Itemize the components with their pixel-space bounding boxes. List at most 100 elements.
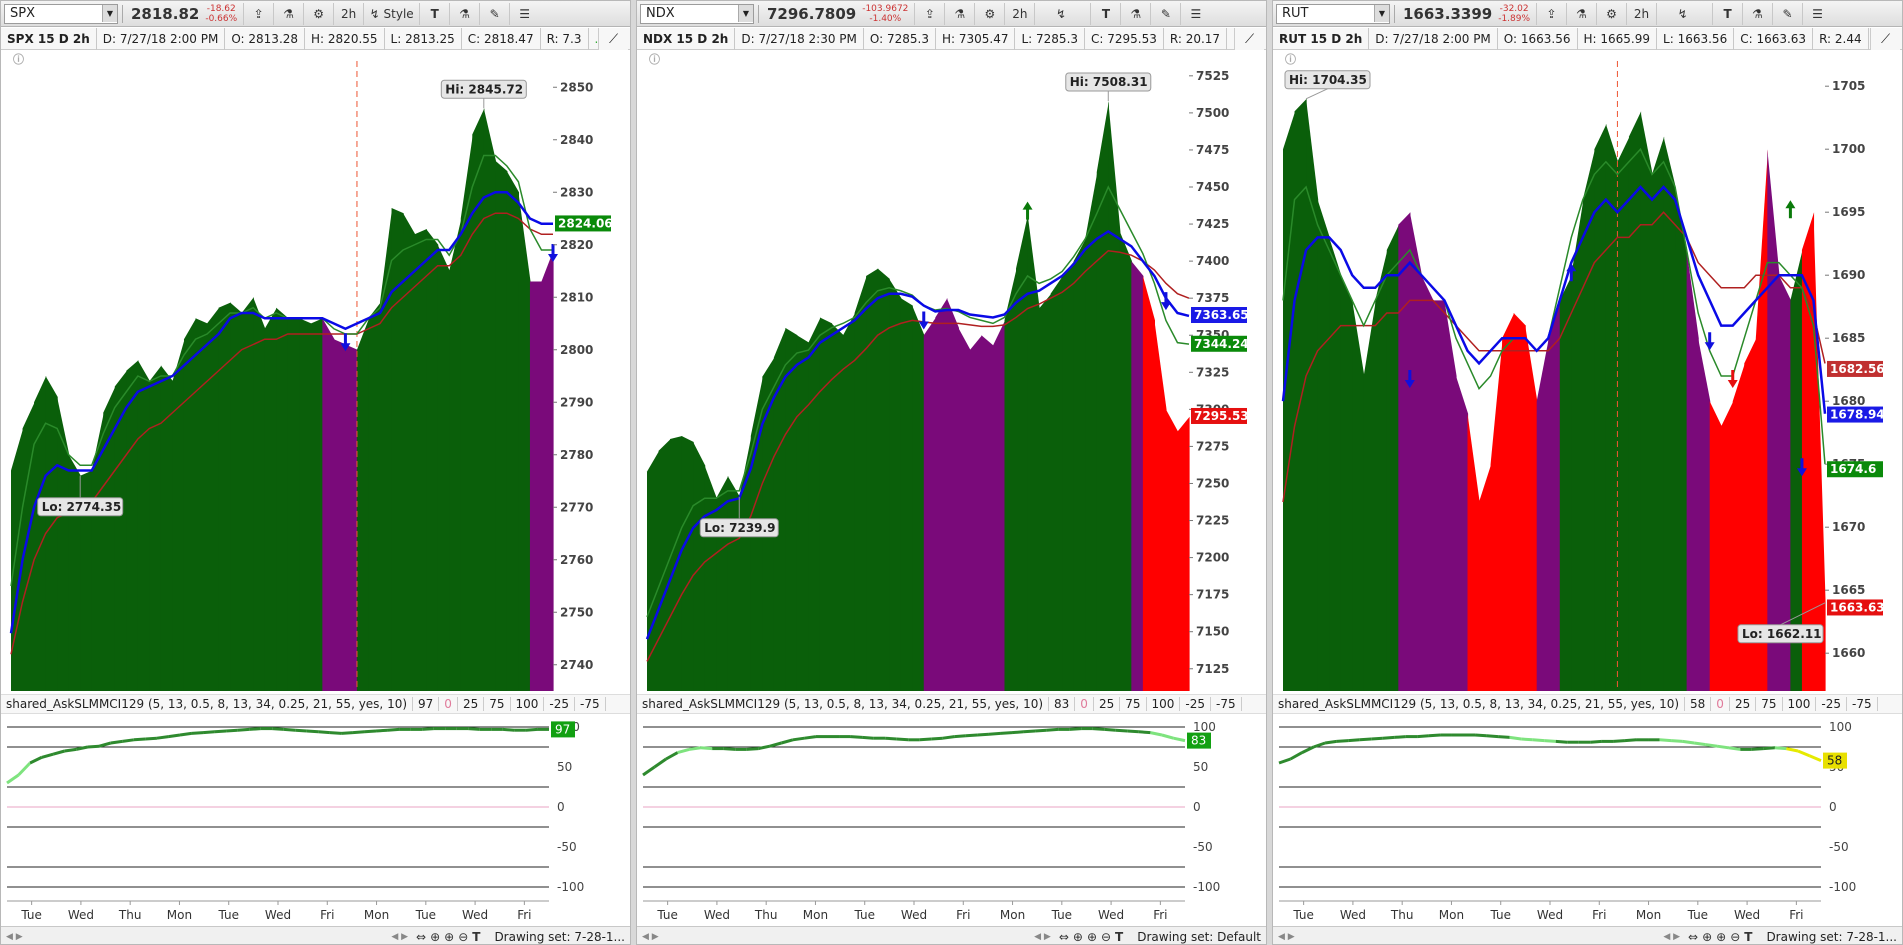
study-level: -75: [1847, 697, 1878, 711]
text-tool-icon[interactable]: T: [419, 2, 449, 25]
chevron-down-icon[interactable]: ▼: [102, 5, 117, 22]
price-tag-label: 1663.63: [1830, 600, 1885, 614]
studies-flask-icon[interactable]: ⚗: [944, 2, 974, 25]
zoom-controls[interactable]: ⇔⊕⊕⊖T: [1688, 929, 1757, 944]
y-tick-label: 2750: [560, 605, 593, 619]
menu-icon[interactable]: ☰: [1180, 2, 1210, 25]
price-chart[interactable]: 2740 2750 2760 2770 2780 2790 2800 2810 2820 2830…: [5, 51, 631, 693]
info-icon[interactable]: ⓘ: [13, 52, 24, 66]
scroll-left-icon[interactable]: ◀ ▶: [642, 931, 659, 942]
price-chart[interactable]: 7125715071757200722572507275730073257350…: [641, 51, 1267, 693]
osc-segment: [700, 746, 713, 751]
price-area-segment: [1455, 376, 1469, 691]
share-icon[interactable]: ⇪: [914, 2, 944, 25]
style-button[interactable]: ↯: [1034, 2, 1090, 25]
chart-toolbar: SPX ▼ 2818.82 -18.62 -0.66% ⇪ ⚗ ⚙ 2h ↯ Sty…: [1, 1, 630, 27]
text-tool-icon[interactable]: T: [1090, 2, 1120, 25]
price-area-segment: [1096, 101, 1109, 691]
price-area-segment: [391, 208, 404, 691]
aggregation-button[interactable]: 2h: [1004, 2, 1034, 25]
style-button[interactable]: ↯: [1656, 2, 1712, 25]
menu-icon[interactable]: ☰: [1802, 2, 1832, 25]
study-name[interactable]: shared_AskSLMMCI129 (5, 13, 0.5, 8, 13, …: [1273, 697, 1686, 711]
scroll-arrows-icon[interactable]: ◀ ▶: [1034, 931, 1051, 942]
y-tick-label: 2760: [560, 553, 593, 567]
price-area-segment: [1165, 409, 1179, 691]
studies-flask-icon[interactable]: ⚗: [273, 2, 303, 25]
x-tick-label: Mon: [1439, 908, 1464, 922]
price-area-segment: [958, 327, 971, 691]
gear-icon[interactable]: ⚙: [974, 2, 1004, 25]
price-area-segment: [1755, 149, 1768, 691]
scroll-arrows-icon[interactable]: ◀ ▶: [1663, 931, 1681, 942]
text-tool-icon[interactable]: T: [1712, 2, 1742, 25]
aggregation-button[interactable]: 2h: [333, 2, 363, 25]
price-area-segment: [483, 108, 496, 691]
price-area-segment: [1571, 199, 1584, 691]
symbol-selector[interactable]: SPX ▼: [4, 3, 118, 24]
share-icon[interactable]: ⇪: [1536, 2, 1566, 25]
aggregation-button[interactable]: 2h: [1626, 2, 1656, 25]
y-tick-label: 2740: [560, 658, 593, 672]
drawing-tools-icon[interactable]: ⟋: [1234, 28, 1264, 50]
info-icon[interactable]: ⓘ: [649, 52, 660, 66]
price-area-segment: [183, 318, 197, 691]
osc-segment: [1544, 739, 1556, 743]
price-chart[interactable]: 1660166516701675168016851690169517001705…: [1277, 51, 1903, 693]
scroll-arrows-icon[interactable]: ◀ ▶: [391, 931, 409, 942]
osc-segment: [1417, 734, 1430, 739]
chevron-down-icon[interactable]: ▼: [738, 5, 753, 22]
price-area-segment: [195, 318, 208, 691]
study-name[interactable]: shared_AskSLMMCI129 (5, 13, 0.5, 8, 13, …: [1, 697, 414, 711]
y-tick-label: 2850: [560, 80, 593, 94]
price-area-segment: [1050, 275, 1063, 691]
price-area-segment: [808, 317, 821, 691]
gear-icon[interactable]: ⚙: [1596, 2, 1626, 25]
drawing-tools-icon[interactable]: ⟋: [1870, 28, 1900, 50]
studies-flask-icon[interactable]: ⚗: [1566, 2, 1596, 25]
oscillator-chart[interactable]: 100 50 0 -50 -100 83: [637, 715, 1267, 899]
price-area-segment: [1352, 300, 1365, 691]
flask-icon[interactable]: ⚗: [449, 2, 479, 25]
last-price: 1663.3399: [1403, 4, 1493, 23]
chevron-down-icon[interactable]: ▼: [1374, 5, 1389, 22]
scroll-left-icon[interactable]: ◀ ▶: [6, 931, 23, 942]
drawing-icon[interactable]: ✎: [479, 2, 509, 25]
price-area-segment: [969, 335, 983, 691]
menu-icon[interactable]: ☰: [509, 2, 539, 25]
price-area-segment: [207, 307, 220, 691]
drawing-set-label: Drawing set: Default: [1137, 929, 1261, 944]
osc-tick-label: 100: [1193, 720, 1216, 734]
drawing-icon[interactable]: ✎: [1772, 2, 1802, 25]
osc-segment: [1763, 746, 1775, 751]
y-tick-label: 1690: [1832, 268, 1865, 282]
x-tick-label: Tue: [20, 908, 42, 922]
gear-icon[interactable]: ⚙: [303, 2, 333, 25]
osc-segment: [919, 737, 932, 742]
y-tick-label: 7450: [1196, 180, 1229, 194]
info-icon[interactable]: ⓘ: [1285, 52, 1296, 66]
osc-segment: [965, 733, 978, 738]
drawing-tools-icon[interactable]: ⟋: [598, 28, 628, 50]
share-icon[interactable]: ⇪: [243, 2, 273, 25]
flask-icon[interactable]: ⚗: [1120, 2, 1150, 25]
style-button[interactable]: ↯ Style: [363, 2, 419, 25]
price-area-segment: [831, 323, 844, 691]
x-tick-label: Mon: [167, 908, 192, 922]
zoom-controls[interactable]: ⇔⊕⊕⊖T: [416, 929, 485, 944]
x-tick-label: Wed: [901, 908, 927, 922]
osc-segment: [792, 736, 805, 742]
flask-icon[interactable]: ⚗: [1742, 2, 1772, 25]
price-area-segment: [1154, 320, 1167, 691]
zoom-controls[interactable]: ⇔⊕⊕⊖T: [1058, 929, 1128, 944]
symbol-selector[interactable]: NDX ▼: [640, 3, 754, 24]
study-name[interactable]: shared_AskSLMMCI129 (5, 13, 0.5, 8, 13, …: [637, 697, 1050, 711]
y-tick-label: 2780: [560, 448, 593, 462]
scroll-left-icon[interactable]: ◀ ▶: [1278, 931, 1295, 942]
signal-arrow-up: [1566, 263, 1577, 282]
drawing-icon[interactable]: ✎: [1150, 2, 1180, 25]
symbol-selector[interactable]: RUT ▼: [1276, 3, 1390, 24]
